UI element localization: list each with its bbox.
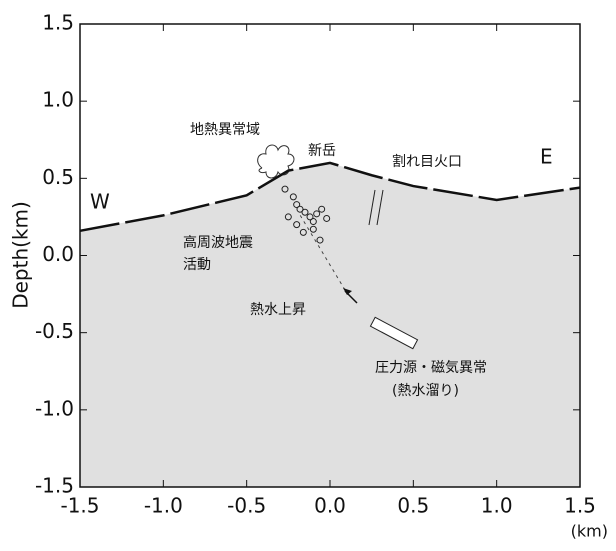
annotation: 地熱異常域 (190, 122, 260, 138)
chart: Depth(km) (km) -1.5 -1.0 -0.5 0.0 0.5 1.0 1.5 1… (0, 0, 616, 547)
annotation: (熱水溜り) (392, 383, 459, 399)
x-tick-label: 0.5 (397, 494, 429, 518)
y-axis-label: Depth(km) (9, 201, 33, 309)
y-tick-label: -1.0 (35, 396, 74, 420)
y-tick-label: 1.0 (42, 88, 74, 112)
y-tick-label: 0.0 (42, 242, 74, 266)
y-tick-label: -0.5 (35, 319, 74, 343)
annotation: 活動 (183, 257, 211, 273)
y-tick-label: -1.5 (35, 474, 74, 498)
x-tick-label: -1.0 (144, 494, 183, 518)
annotation: 高周波地震 (183, 234, 253, 251)
x-tick-label: 0.0 (314, 494, 346, 518)
annotation: 熱水上昇 (250, 302, 306, 318)
annotation: 圧力源・磁気異常 (375, 360, 487, 376)
x-tick-label: -0.5 (227, 494, 266, 518)
annotation: E (540, 145, 553, 169)
x-unit-label: (km) (571, 522, 608, 541)
ground (80, 163, 580, 487)
y-tick-label: 0.5 (42, 165, 74, 189)
y-tick-label: 1.5 (42, 11, 74, 35)
annotation: W (90, 190, 110, 214)
page: {"chart_data": {"type": "cross-section",… (0, 0, 616, 551)
x-tick-label: 1.0 (481, 494, 513, 518)
annotation: 割れ目火口 (392, 153, 462, 170)
x-tick-label: 1.5 (564, 494, 596, 518)
annotation: 新岳 (308, 143, 336, 159)
